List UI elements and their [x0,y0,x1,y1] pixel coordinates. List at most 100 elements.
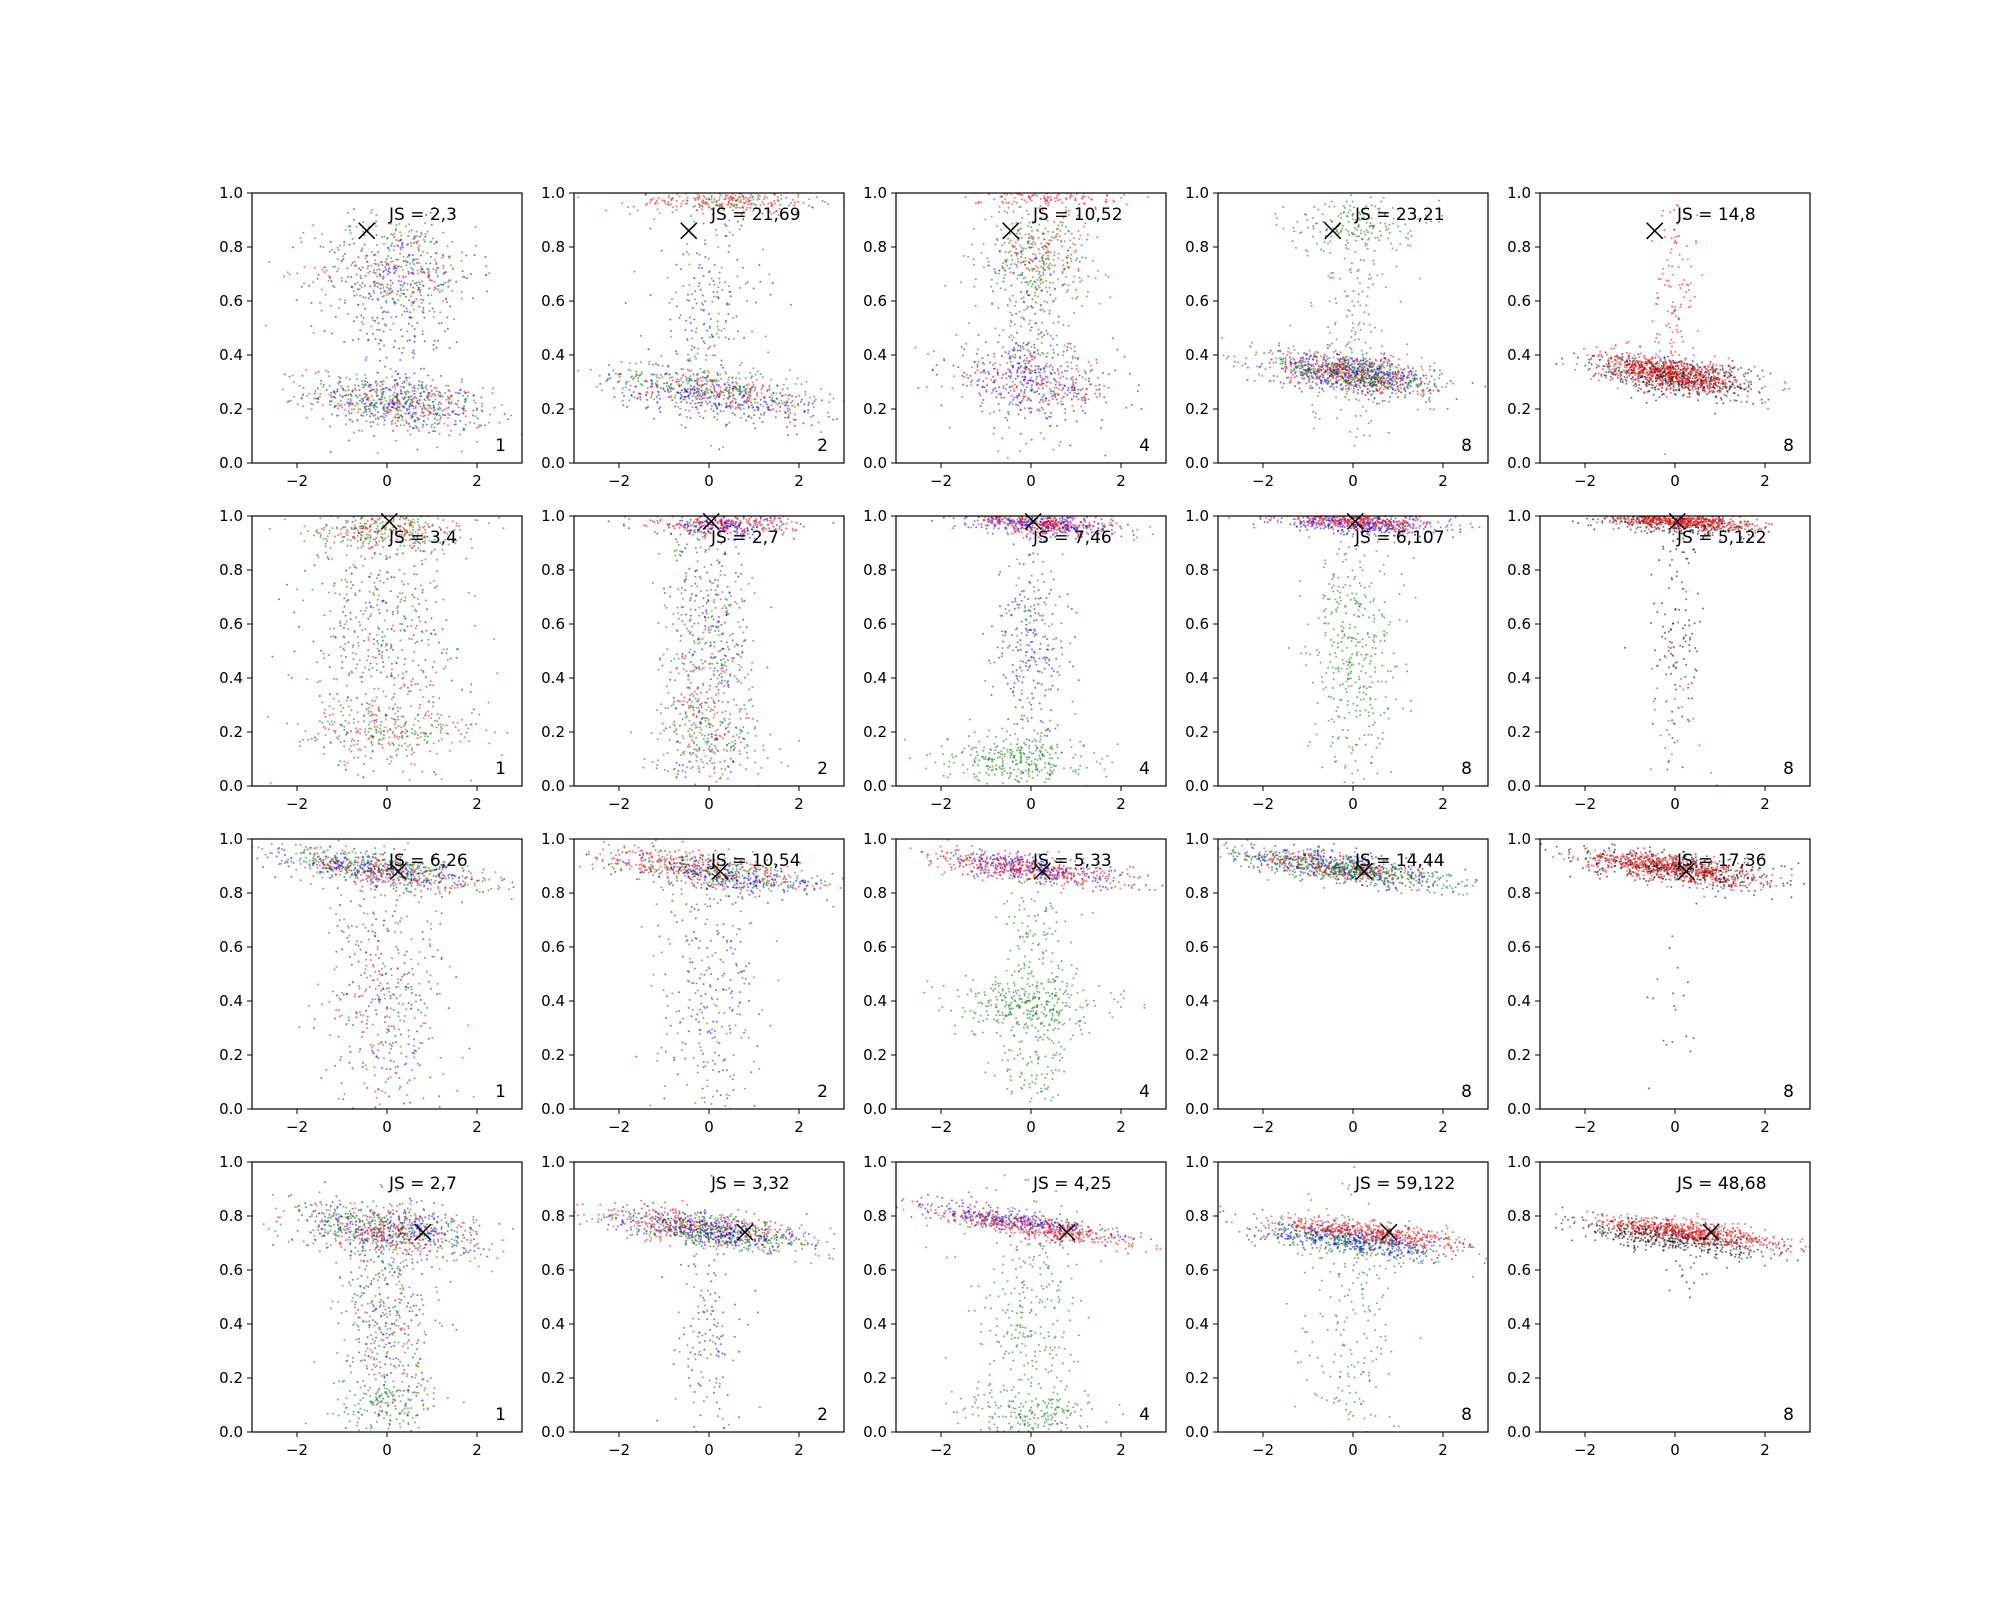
data-point [717,208,720,211]
data-point [749,371,752,374]
data-point [1069,195,1072,197]
data-point [474,415,477,418]
data-point [418,281,421,284]
data-point [1430,375,1433,378]
data-point [435,413,437,416]
data-point [725,386,728,389]
data-point [402,305,405,308]
data-point [705,354,708,357]
data-point [732,389,734,392]
data-point [1388,363,1391,366]
data-point [650,385,652,388]
data-point [1049,195,1052,198]
data-point [1029,197,1031,200]
x-tick-label: 0 [1026,472,1036,490]
data-point [421,268,424,271]
data-point [1037,352,1040,355]
data-point [476,426,479,429]
data-point [1290,380,1293,383]
data-point [963,371,966,374]
data-point [1350,384,1353,387]
data-point [438,432,441,435]
data-point [811,206,814,209]
data-point [374,283,376,286]
data-point [377,322,380,325]
data-point [1339,370,1342,373]
data-point [371,209,374,211]
data-point [401,396,404,399]
data-point [363,403,366,405]
data-point [375,225,377,228]
data-point [1109,296,1112,299]
data-point [1062,323,1065,326]
data-point [684,395,687,398]
data-point [728,303,731,306]
data-point [354,283,357,285]
data-point [325,269,328,272]
data-point [416,235,419,238]
data-point [330,394,333,397]
data-point [316,277,319,280]
data-point [391,291,394,294]
data-point [1038,286,1041,289]
data-point [1346,377,1349,380]
data-point [1015,312,1018,315]
data-point [334,315,337,318]
data-point [646,387,649,390]
data-point [418,249,420,252]
data-point [1008,267,1011,270]
data-point [457,399,459,402]
data-point [1010,284,1013,287]
data-point [715,378,718,381]
data-point [744,377,747,380]
data-point [1009,271,1012,274]
data-point [1001,265,1004,268]
corner-label: 2 [817,436,828,456]
y-tick-label: 0.6 [863,292,887,310]
data-point [728,405,731,408]
data-point [1377,374,1380,376]
data-point [1026,242,1029,245]
data-point [718,205,721,208]
data-point [417,384,420,387]
data-point [788,204,791,207]
data-point [1098,395,1101,398]
data-point [728,394,731,397]
data-point [710,405,713,408]
data-point [381,415,384,418]
data-point [352,431,355,434]
data-point [1313,372,1316,375]
data-point [1268,351,1271,354]
data-point [798,394,801,397]
data-point [1035,228,1038,231]
data-point [785,404,788,407]
data-point [1004,351,1007,354]
data-point [412,258,414,261]
data-point [742,197,745,200]
data-point [1010,372,1013,374]
data-point [691,399,694,402]
data-point [414,258,417,261]
data-point [742,196,745,199]
data-point [1074,198,1077,201]
data-point [740,213,743,216]
data-point [1002,280,1005,283]
data-point [1068,230,1070,233]
data-point [1038,260,1041,263]
data-point [1349,357,1352,359]
data-point [639,383,642,385]
data-point [301,374,304,377]
data-point [1030,242,1033,245]
data-point [379,287,382,290]
data-point [763,395,766,398]
data-point [762,405,765,408]
data-point [948,426,951,429]
data-point [742,386,745,389]
data-point [694,199,697,202]
data-point [400,390,402,393]
data-point [503,413,506,415]
data-point [1377,382,1380,384]
data-point [1394,370,1397,373]
data-point [752,287,755,290]
data-point [724,371,727,374]
